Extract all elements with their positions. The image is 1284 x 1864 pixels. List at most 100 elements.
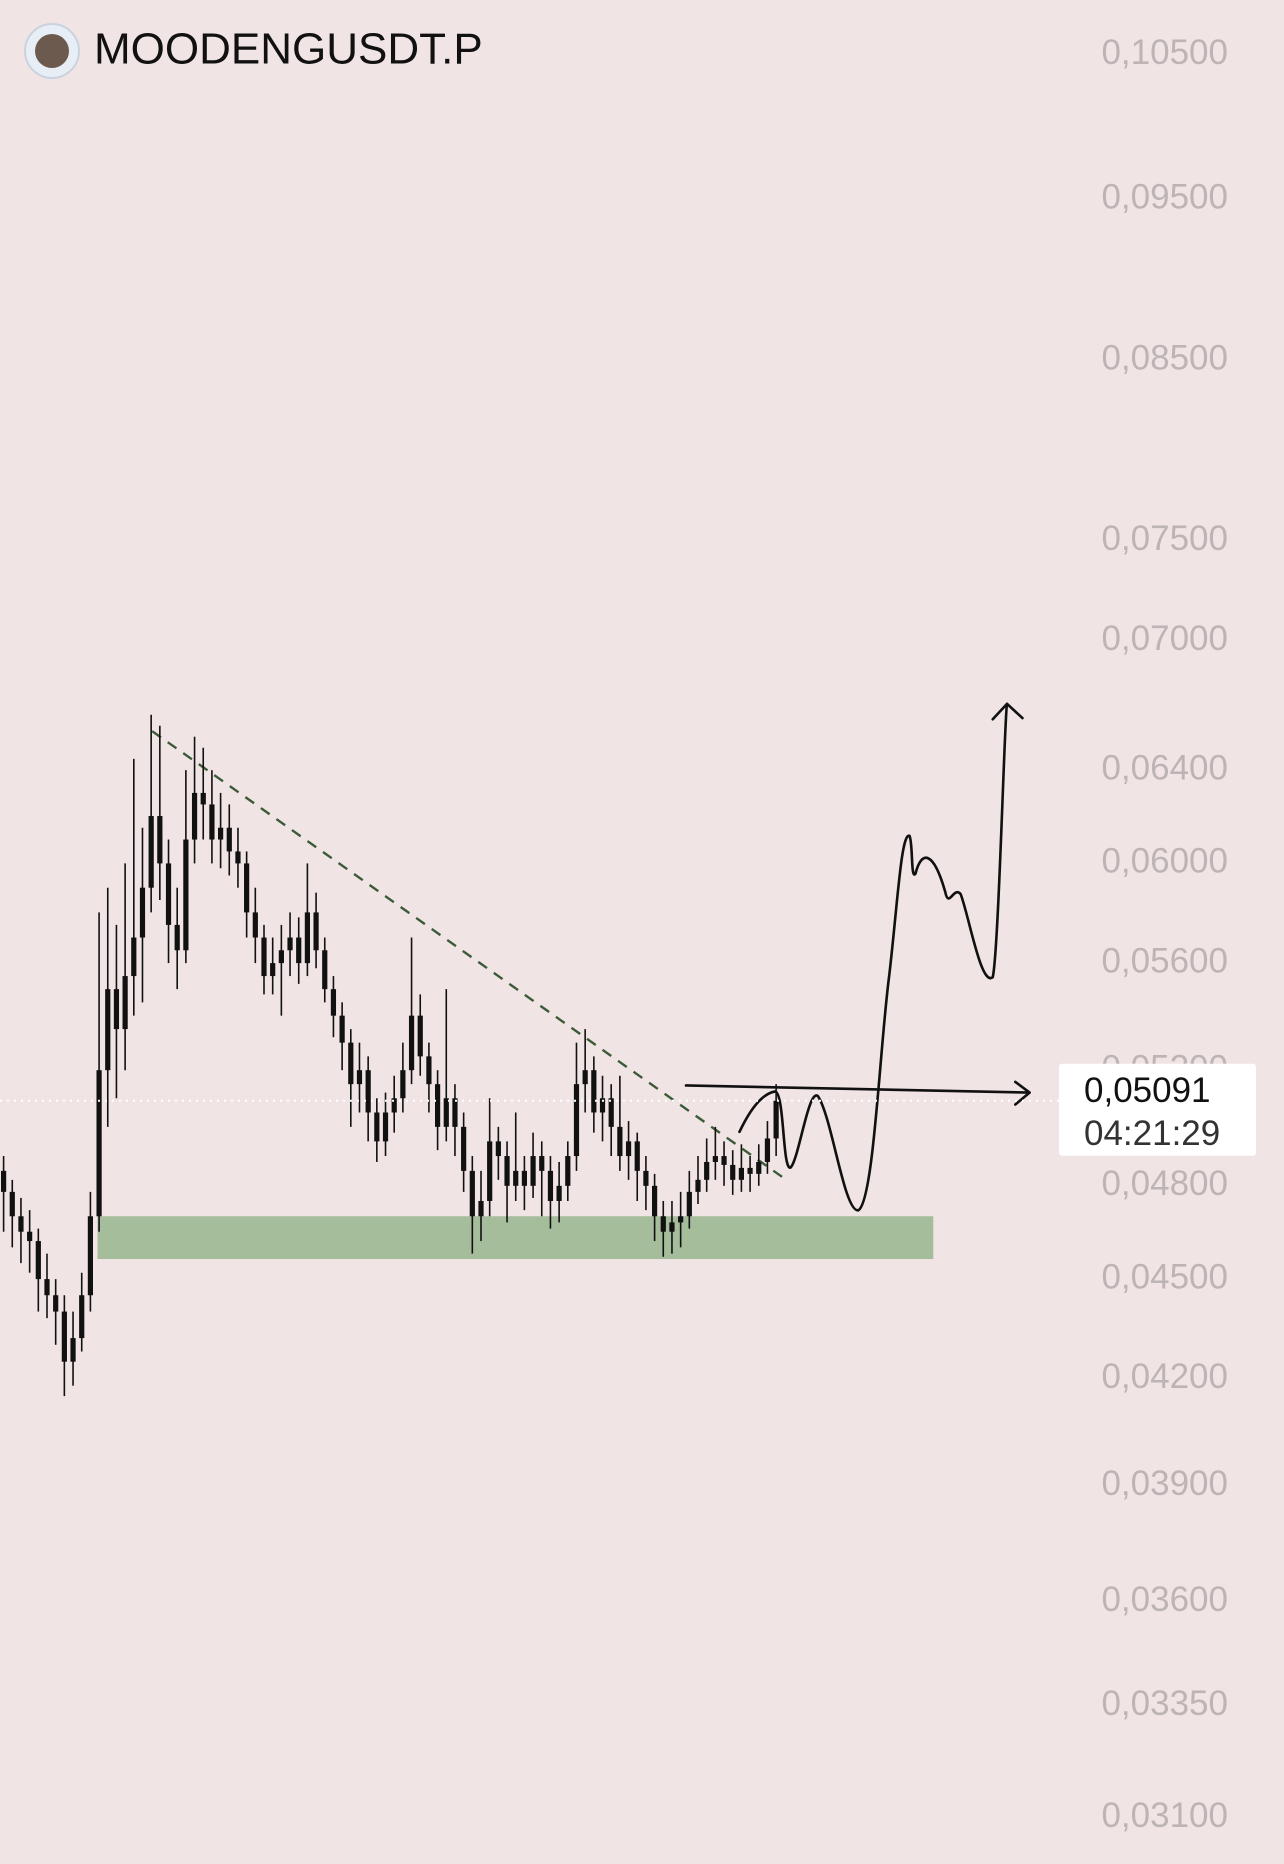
y-tick-label: 0,04800 bbox=[1101, 1164, 1228, 1203]
candle-body bbox=[487, 1141, 493, 1201]
candle-body bbox=[374, 1112, 380, 1142]
candle-body bbox=[105, 989, 111, 1071]
candle-body bbox=[27, 1231, 33, 1242]
candle-body bbox=[365, 1070, 371, 1113]
candle-body bbox=[61, 1311, 67, 1362]
candle-body bbox=[582, 1070, 588, 1085]
candle-body bbox=[235, 851, 241, 864]
candle-body bbox=[157, 816, 163, 864]
candle-body bbox=[443, 1098, 449, 1127]
candle-body bbox=[287, 937, 293, 951]
candle-body bbox=[400, 1070, 406, 1099]
candle-body bbox=[530, 1156, 536, 1186]
candle-body bbox=[591, 1070, 597, 1113]
candle-body bbox=[461, 1126, 467, 1171]
candle-body bbox=[773, 1100, 779, 1139]
candle-body bbox=[278, 950, 284, 964]
y-tick-label: 0,09500 bbox=[1101, 178, 1228, 217]
candle-body bbox=[96, 1070, 102, 1217]
candle-body bbox=[9, 1191, 15, 1217]
candle-body bbox=[304, 912, 310, 964]
y-tick-label: 0,03350 bbox=[1101, 1684, 1228, 1723]
candle-body bbox=[738, 1167, 744, 1180]
candle-body bbox=[730, 1164, 736, 1180]
y-tick-label: 0,07500 bbox=[1101, 519, 1228, 558]
candle-body bbox=[521, 1170, 527, 1186]
candle-body bbox=[756, 1161, 762, 1174]
candle-body bbox=[547, 1170, 554, 1201]
support-zone bbox=[97, 1216, 934, 1260]
candle-body bbox=[322, 950, 328, 990]
candle-body bbox=[87, 1216, 93, 1296]
candle-body bbox=[495, 1141, 501, 1157]
candle-body bbox=[139, 887, 146, 938]
header: MOODENGUSDT.P bbox=[24, 23, 483, 79]
countdown: 04:21:29 bbox=[1084, 1114, 1220, 1153]
candle-body bbox=[313, 912, 319, 951]
y-tick-label: 0,05600 bbox=[1101, 941, 1228, 980]
candle-body bbox=[18, 1216, 24, 1232]
candle-body bbox=[704, 1161, 710, 1180]
y-tick-label: 0,04200 bbox=[1101, 1357, 1228, 1396]
candle-body bbox=[435, 1084, 441, 1127]
y-tick-label: 0,03900 bbox=[1101, 1464, 1228, 1503]
price-axis: 0,10500 0,09500 0,08500 0,07500 0,07000 0,064… bbox=[0, 33, 1256, 1835]
candle-body bbox=[417, 1015, 423, 1057]
candle-body bbox=[634, 1141, 640, 1171]
candle-body bbox=[174, 924, 180, 951]
y-tick-label: 0,03100 bbox=[1101, 1796, 1228, 1835]
candle-body bbox=[426, 1056, 432, 1085]
drawings bbox=[97, 730, 934, 1260]
candle-body bbox=[261, 937, 267, 977]
candle-body bbox=[200, 792, 206, 805]
candle-body bbox=[53, 1295, 59, 1312]
candle-body bbox=[747, 1167, 753, 1174]
hand-drawing bbox=[684, 702, 1031, 1212]
trend-line bbox=[151, 730, 783, 1178]
candle-body bbox=[625, 1141, 632, 1157]
candle-body bbox=[643, 1170, 649, 1186]
candles bbox=[1, 714, 779, 1397]
candle-body bbox=[382, 1112, 389, 1142]
candle-body bbox=[339, 1015, 345, 1043]
candle-body bbox=[113, 989, 120, 1030]
y-tick-label: 0,08500 bbox=[1101, 338, 1228, 377]
candle-body bbox=[122, 976, 128, 1030]
candle-body bbox=[764, 1138, 771, 1162]
y-tick-label: 0,06400 bbox=[1101, 748, 1228, 787]
candle-body bbox=[721, 1156, 727, 1165]
candle-body bbox=[252, 912, 258, 938]
candle-body bbox=[191, 792, 198, 840]
y-tick-label: 0,06000 bbox=[1101, 842, 1228, 881]
candle-body bbox=[556, 1185, 562, 1201]
candle-body bbox=[669, 1222, 675, 1232]
candle-body bbox=[209, 804, 215, 840]
candle-body bbox=[330, 989, 337, 1016]
candle-body bbox=[70, 1338, 76, 1362]
candle-body bbox=[660, 1216, 666, 1232]
price-label: 0,05091 bbox=[1084, 1071, 1211, 1110]
y-tick-label: 0,10500 bbox=[1101, 33, 1228, 72]
candle-body bbox=[356, 1070, 363, 1085]
candle-body bbox=[652, 1185, 658, 1217]
candle-body bbox=[695, 1179, 701, 1192]
candle-body bbox=[478, 1200, 484, 1217]
candle-body bbox=[686, 1191, 692, 1217]
candle-body bbox=[296, 937, 302, 964]
y-tick-label: 0,07000 bbox=[1101, 619, 1228, 658]
candle-body bbox=[573, 1084, 580, 1157]
candle-body bbox=[131, 937, 137, 977]
candle-body bbox=[218, 827, 224, 840]
y-tick-label: 0,04500 bbox=[1101, 1257, 1228, 1296]
candle-body bbox=[226, 827, 232, 852]
candle-body bbox=[148, 816, 154, 888]
candle-body bbox=[452, 1098, 458, 1127]
candle-body bbox=[44, 1279, 50, 1296]
candle-body bbox=[539, 1156, 545, 1171]
chart-title: MOODENGUSDT.P bbox=[94, 25, 483, 74]
candle-body bbox=[183, 839, 189, 951]
price-box bbox=[1059, 1063, 1256, 1156]
